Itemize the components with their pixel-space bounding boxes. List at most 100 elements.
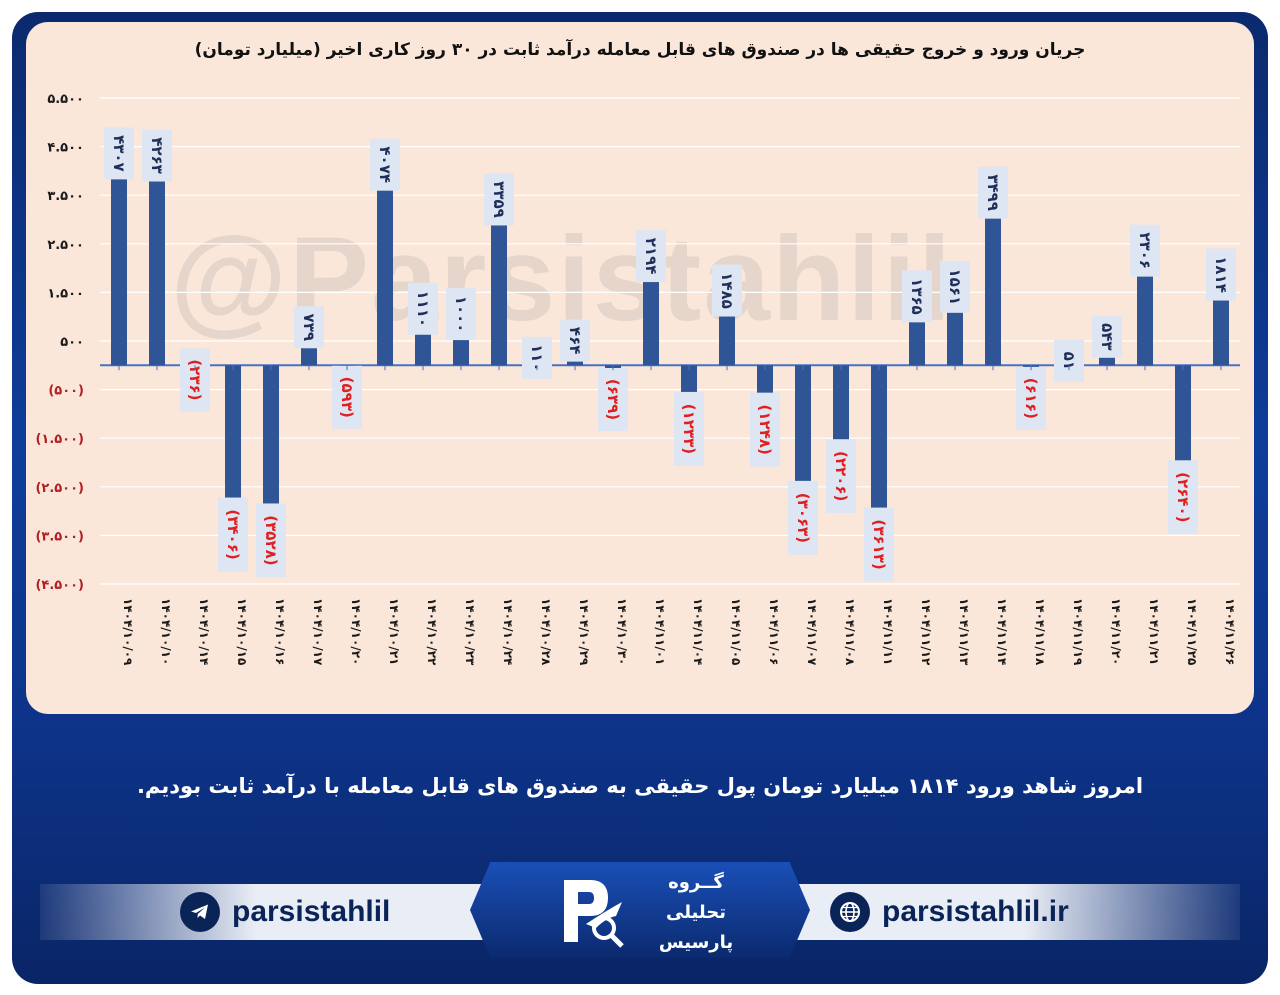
globe-icon: [830, 892, 870, 932]
bar-chart: ۵.۵۰۰ ۴.۵۰۰ ۳.۵۰۰ ۲.۵۰۰ ۱.۵۰۰ ۵۰۰ (۵۰۰) (۱.۵۰۰)…: [35, 92, 1240, 666]
data-label-box: [978, 166, 1008, 219]
data-label-box: [484, 173, 514, 226]
bar: [377, 167, 393, 366]
data-label-box: [940, 260, 970, 313]
data-label: (۲۶۴۰): [1174, 472, 1192, 522]
x-tick-label: ۱۴۰۴/۱۱/۰۸: [843, 598, 857, 666]
bar: [149, 158, 165, 366]
infographic-frame: [12, 12, 1268, 984]
bar: [1137, 253, 1153, 366]
x-tick-label: ۱۴۰۴/۱۱/۱۹: [1071, 598, 1085, 666]
data-label-box: [294, 306, 324, 349]
data-label: (۲۳۶): [186, 359, 204, 400]
data-label-box: [256, 503, 286, 578]
data-label: ۲۱۹۴: [642, 238, 660, 275]
data-label: (۳۵۲۸): [262, 515, 280, 565]
data-label-box: [712, 264, 742, 317]
data-label-box: [1206, 248, 1236, 301]
website-url: parsistahlil.ir: [882, 895, 1069, 928]
telegram-handle: parsistahlil: [232, 895, 391, 928]
data-label-box: [332, 365, 362, 429]
x-tick-label: ۱۴۰۴/۱۱/۱۴: [995, 598, 1009, 665]
data-label: (۱۲۳۳): [680, 404, 698, 454]
data-label: (۳۰۶۳): [794, 493, 812, 543]
bar: [871, 365, 887, 541]
x-tick-label: ۱۴۰۴/۱۱/۰۴: [691, 598, 705, 665]
data-label-box: [864, 507, 894, 582]
data-labels: ۴۳۰۷ ۴۲۶۳ (۲۳۶) (۳۴۰۶) (۳۵۲۸) ۷۳۹ (۵۹۳) ۴۰۷۴ ۱۱۱…: [104, 127, 1236, 582]
x-tick-label: ۱۴۰۴/۱۰/۱۰: [159, 598, 173, 665]
bar: [491, 202, 507, 366]
summary-caption: امروز شاهد ورود ۱۸۱۴ میلیارد تومان پول ح…: [136, 774, 1144, 798]
data-label-box: [1016, 366, 1046, 430]
data-label-box: [636, 230, 666, 283]
x-tick-label: ۱۴۰۴/۱۱/۰۶: [767, 598, 781, 665]
bar: [225, 365, 241, 531]
data-label-box: [370, 138, 400, 191]
data-label: ۱۸۱۴: [1212, 256, 1230, 293]
x-tick-label: ۱۴۰۴/۱۰/۱۵: [235, 598, 249, 665]
data-label: (۳۶۱۳): [870, 519, 888, 569]
y-tick-label: (۱.۵۰۰): [35, 432, 84, 447]
y-tick-label: ۲.۵۰۰: [47, 238, 84, 253]
chart-title: جریان ورود و خروج حقیقی ها در صندوق های …: [194, 40, 1086, 60]
y-tick-label: ۵۰۰: [60, 335, 84, 350]
data-label: ۱۴۸۵: [718, 272, 736, 309]
x-tick-label: ۱۴۰۴/۱۰/۲۹: [577, 598, 591, 666]
x-tick-label: ۱۴۰۴/۱۱/۲۵: [1185, 598, 1199, 665]
x-tick-label: ۱۴۰۴/۱۱/۱۲: [919, 598, 933, 666]
data-label: ۵۴۳: [1098, 323, 1116, 350]
data-label-box: [826, 439, 856, 514]
bar: [643, 258, 659, 366]
data-label: ۱۵۶۱: [946, 269, 964, 306]
logo-badge: [470, 862, 810, 958]
website-brand[interactable]: parsistahlil.ir: [830, 884, 1069, 940]
y-tick-label: (۳.۵۰۰): [35, 529, 84, 544]
data-label: ۲۳۰۶: [1136, 232, 1154, 269]
data-label-box: [1054, 339, 1084, 382]
data-label-box: [598, 368, 628, 432]
x-tick-label: ۱۴۰۴/۱۰/۱۶: [273, 598, 287, 665]
bar: [985, 195, 1001, 366]
x-tick-label: ۱۴۰۴/۱۰/۲۱: [387, 598, 401, 665]
data-label-box: [104, 127, 134, 180]
logo-line-3: پارسیس: [658, 932, 734, 953]
y-tick-label: ۱.۵۰۰: [47, 286, 84, 301]
data-label: ۴۰۷۴: [376, 146, 394, 183]
data-label: ۷۳۹: [300, 314, 318, 341]
x-tick-label: ۱۴۰۴/۱۰/۱۷: [311, 598, 325, 666]
data-label-box: [218, 497, 248, 572]
data-label: (۵۹۳): [338, 377, 356, 418]
data-label: ۵۱: [1060, 352, 1078, 370]
y-axis-ticks: ۵.۵۰۰ ۴.۵۰۰ ۳.۵۰۰ ۲.۵۰۰ ۱.۵۰۰ ۵۰۰ (۵۰۰) (۱.۵۰۰)…: [35, 92, 84, 593]
logo-line-1: گــروه: [668, 872, 724, 893]
x-tick-label: ۱۴۰۴/۱۱/۱۸: [1033, 598, 1047, 666]
data-label: ۴۳۰۷: [110, 135, 128, 172]
data-label: ۴۲۶۳: [148, 137, 166, 174]
grid-lines: [100, 97, 1240, 585]
data-label-box: [902, 270, 932, 323]
x-tick-label: ۱۴۰۴/۱۰/۰۹: [121, 598, 135, 666]
data-label-box: [1130, 224, 1160, 277]
telegram-brand[interactable]: parsistahlil: [180, 884, 390, 940]
y-tick-label: (۵۰۰): [48, 384, 84, 399]
data-label: (۱۲۴۸): [756, 404, 774, 454]
y-tick-label: ۵.۵۰۰: [47, 92, 84, 107]
y-tick-label: ۳.۵۰۰: [47, 189, 84, 204]
x-tick-label: ۱۴۰۴/۱۰/۲۸: [539, 598, 553, 666]
x-tick-label: ۱۴۰۴/۱۱/۱۱: [881, 598, 895, 665]
data-label-box: [1168, 460, 1198, 535]
telegram-icon: [180, 892, 220, 932]
x-tick-label: ۱۴۰۴/۱۰/۲۲: [425, 598, 439, 666]
data-label-box: [522, 336, 552, 379]
x-tick-label: ۱۴۰۴/۱۰/۳۰: [615, 598, 629, 665]
x-tick-label: ۱۴۰۴/۱۱/۰۵: [729, 598, 743, 665]
data-label: (۶۱۶): [1022, 378, 1040, 419]
x-tick-label: ۱۴۰۴/۱۰/۲۰: [349, 598, 363, 665]
data-label: (۳۴۰۶): [224, 509, 242, 559]
data-label: (۲۲۰۶): [832, 451, 850, 501]
data-label-box: [408, 282, 438, 335]
y-tick-label: (۴.۵۰۰): [35, 578, 84, 593]
data-label: ۱۳۶۵: [908, 278, 926, 315]
parsis-logo: [564, 880, 624, 948]
